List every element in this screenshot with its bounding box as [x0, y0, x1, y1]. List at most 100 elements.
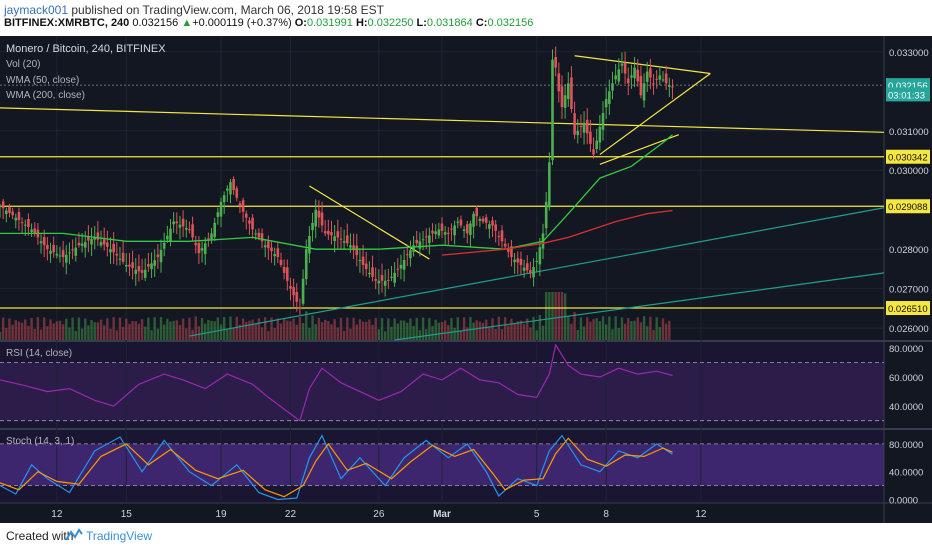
volume-bar — [185, 328, 188, 340]
last-price-badge-label: 0.032156 — [888, 81, 928, 92]
candle-body — [418, 241, 422, 249]
volume-bar — [159, 317, 163, 340]
volume-bar — [251, 319, 254, 340]
candle-body — [118, 258, 122, 260]
volume-bar — [77, 317, 81, 340]
volume-bar — [352, 317, 355, 340]
candle-body — [573, 113, 576, 135]
candle-body — [352, 245, 355, 251]
candle-body — [0, 205, 2, 207]
volume-bar — [485, 319, 488, 340]
time-tick-label: 12 — [695, 509, 707, 520]
volume-bar — [611, 329, 614, 340]
volume-bar — [437, 322, 441, 340]
candle-body — [513, 259, 516, 263]
candle-body — [263, 245, 267, 248]
volume-bar — [481, 322, 485, 340]
volume-bar — [642, 316, 646, 340]
volume-bar — [639, 322, 643, 340]
volume-bar — [20, 322, 24, 340]
candle-body — [488, 224, 491, 229]
rsi-tick-label: 80.0000 — [889, 344, 923, 355]
trading-chart[interactable]: Monero / Bitcoin, 240, BITFINEX Vol (20) W… — [0, 36, 932, 523]
candle-body — [668, 85, 671, 87]
candle-body — [327, 230, 330, 235]
volume-bar — [570, 323, 573, 340]
volume-bar — [434, 319, 437, 340]
volume-bar — [298, 317, 302, 340]
candle-body — [655, 78, 658, 80]
author-name[interactable]: jaymack001 — [4, 3, 69, 17]
volume-bar — [494, 328, 497, 340]
volume-bar — [279, 323, 283, 340]
volume-bar — [579, 317, 583, 340]
candle-body — [194, 242, 198, 246]
volume-bar — [125, 318, 128, 340]
volume-bar — [589, 321, 592, 340]
candle-body — [42, 237, 46, 246]
candle-body — [188, 229, 191, 231]
candle-body — [535, 261, 539, 263]
candle-body — [491, 220, 494, 226]
candle-body — [415, 239, 419, 244]
volume-bar — [646, 326, 649, 340]
candle-body — [17, 212, 21, 220]
chart-title: Monero / Bitcoin, 240, BITFINEX — [6, 43, 166, 55]
volume-bar — [213, 321, 216, 340]
candle-body — [150, 263, 153, 270]
volume-bar — [286, 320, 289, 340]
candle-body — [257, 232, 261, 238]
candle-body — [478, 218, 482, 221]
candle-body — [140, 270, 144, 273]
candle-body — [475, 207, 479, 217]
candle-body — [428, 235, 431, 244]
candle-body — [459, 219, 463, 226]
candle-body — [11, 211, 14, 216]
candle-body — [210, 233, 213, 240]
volume-bar — [393, 318, 396, 340]
candle-body — [248, 220, 251, 224]
candle-body — [317, 210, 321, 218]
volume-bar — [560, 292, 564, 340]
candle-body — [443, 232, 447, 235]
volume-bar — [630, 321, 633, 340]
volume-bar — [36, 317, 40, 340]
last-price: 0.032156 — [132, 17, 179, 29]
candle-body — [368, 272, 371, 275]
candle-body — [333, 236, 336, 241]
candle-body — [301, 278, 305, 304]
volume-bar — [323, 319, 327, 340]
candle-body — [601, 112, 605, 130]
candle-body — [355, 245, 359, 256]
level-price-badge — [886, 149, 930, 164]
volume-bar — [516, 321, 519, 340]
tradingview-logo-icon — [65, 528, 83, 541]
candle-body — [131, 262, 134, 269]
candle-body — [557, 73, 561, 92]
candle-body — [213, 222, 216, 238]
candle-body — [623, 62, 627, 74]
candle-body — [516, 258, 520, 263]
volume-bar — [652, 330, 655, 340]
volume-bar — [409, 318, 412, 340]
candle-body — [58, 255, 62, 257]
candle-body — [611, 83, 614, 91]
candle-body — [614, 75, 617, 80]
candle-body — [339, 238, 343, 240]
candle-body — [137, 266, 141, 272]
rsi-title: RSI (14, close) — [6, 348, 72, 359]
candle-body — [566, 83, 570, 99]
volume-bar — [440, 322, 444, 340]
volume-bar — [144, 326, 147, 340]
volume-bar — [248, 320, 251, 340]
candle-body — [279, 259, 283, 265]
time-tick-label: 15 — [121, 509, 133, 520]
volume-bar — [96, 322, 100, 340]
tradingview-brand[interactable]: TradingView — [86, 529, 153, 543]
candle-body — [503, 243, 507, 247]
volume-bar — [200, 318, 204, 340]
volume-bar — [128, 323, 131, 340]
candle-body — [159, 249, 163, 263]
volume-bar — [232, 328, 235, 340]
candle-body — [500, 230, 504, 242]
